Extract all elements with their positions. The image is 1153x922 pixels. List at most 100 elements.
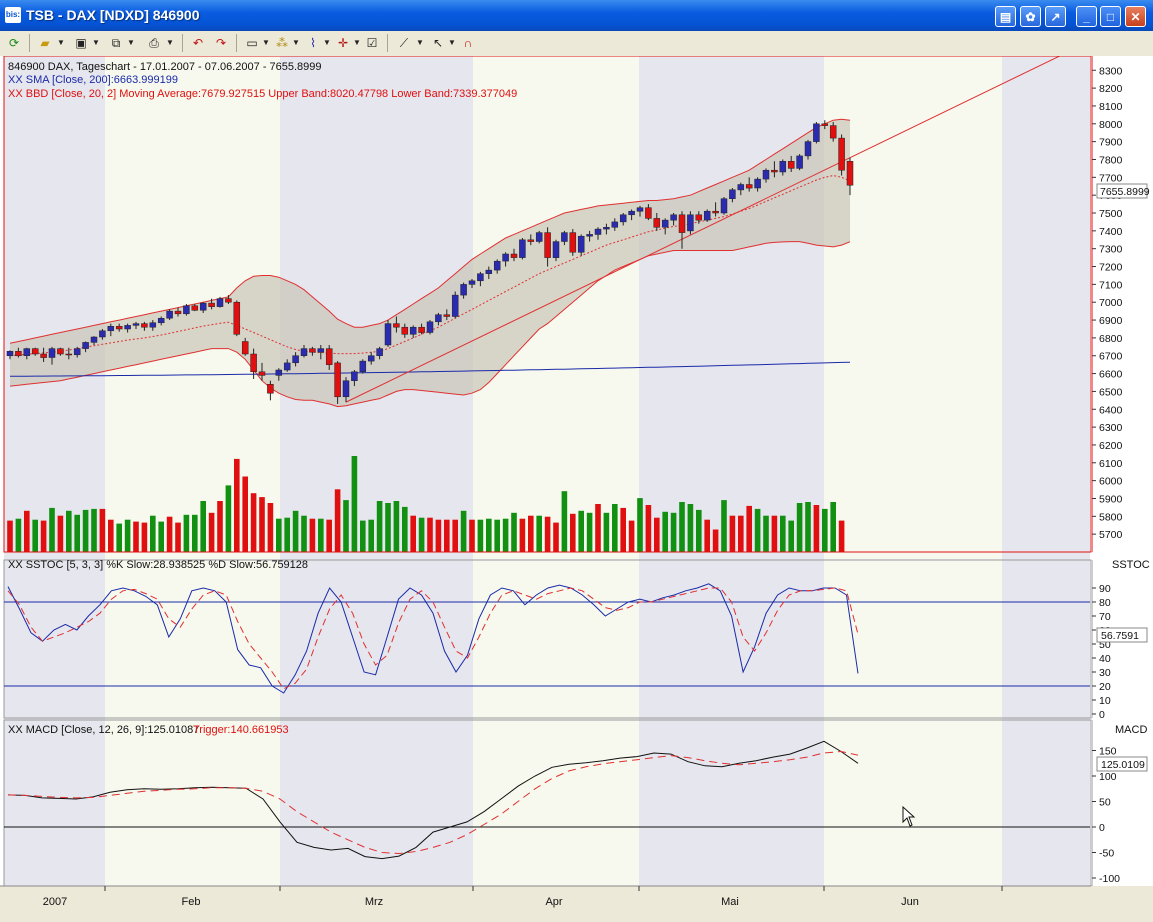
candle-body <box>678 214 686 233</box>
volume-bar <box>444 519 450 552</box>
price-tick-label: 6600 <box>1099 369 1123 381</box>
candle-body <box>174 310 182 315</box>
candle-body <box>779 161 787 173</box>
volume-bar <box>318 518 324 552</box>
price-tick-label: 7300 <box>1099 244 1123 256</box>
candle-body <box>485 269 493 274</box>
candle-body <box>603 227 610 230</box>
candle-body <box>275 369 283 376</box>
volume-bar <box>435 519 442 552</box>
candle-body <box>493 260 501 271</box>
minimize-button[interactable]: _ <box>1076 6 1097 27</box>
candle-body <box>813 123 820 142</box>
price-tick-label: 6800 <box>1099 333 1123 345</box>
volume-bar <box>49 507 55 552</box>
candle-body <box>720 198 728 214</box>
window-icon[interactable]: ▭ <box>246 36 258 50</box>
candle-body <box>628 210 635 216</box>
close-button[interactable]: ✕ <box>1125 6 1146 27</box>
candle-body <box>821 123 829 126</box>
save-icon[interactable]: ▣ <box>75 36 87 50</box>
volume-bar <box>679 502 685 552</box>
maximize-button[interactable]: □ <box>1100 6 1121 27</box>
volume-bar <box>7 520 13 552</box>
volume-bar <box>469 519 475 552</box>
layout-icon[interactable]: ▤ <box>995 6 1016 27</box>
macd-trigger-label: Trigger:140.661953 <box>193 724 289 736</box>
candle-body <box>15 351 22 357</box>
candle-body <box>653 218 661 228</box>
sstoc-tick-label: 30 <box>1099 667 1111 679</box>
open-folder-icon[interactable]: ▰ <box>40 36 50 50</box>
copy-icon[interactable]: ⧉ <box>111 36 121 50</box>
candle-body <box>401 326 409 335</box>
macd-tick-label: 50 <box>1099 797 1111 809</box>
candle-body <box>342 380 350 398</box>
price-tick-label: 7200 <box>1099 262 1123 274</box>
line-tool-icon[interactable]: ⟋ <box>399 36 409 50</box>
sstoc-tick-label: 0 <box>1099 709 1105 721</box>
pointer-icon[interactable]: ↖ <box>432 36 444 50</box>
candle-body <box>762 169 770 180</box>
macd-panel[interactable]: -100 -50 0 50 100 150 <box>3 719 1153 887</box>
volume-bar <box>57 515 64 552</box>
undo-icon[interactable]: ↶ <box>192 36 204 50</box>
candle-body <box>594 228 602 235</box>
indicator-icon[interactable]: ⁂ <box>276 36 288 50</box>
volume-bar <box>66 510 72 552</box>
chart-icon[interactable]: ↗ <box>1045 6 1066 27</box>
candle-body <box>99 330 106 338</box>
volume-bar <box>133 521 139 552</box>
redo-icon[interactable]: ↷ <box>215 36 227 50</box>
volume-bar <box>192 514 198 552</box>
sstoc-tick-label: 70 <box>1099 611 1111 623</box>
sstoc-title: XX SSTOC [5, 3, 3] %K Slow:28.938525 %D … <box>8 559 308 571</box>
volume-bar <box>32 519 38 552</box>
sstoc-tick-label: 50 <box>1099 639 1111 651</box>
volume-bar <box>796 503 803 552</box>
price-tick-label: 6000 <box>1099 476 1123 488</box>
price-last-value: 7655.8999 <box>1100 186 1150 198</box>
month-stripe <box>105 56 280 886</box>
candle-body <box>393 323 400 328</box>
volume-bar <box>813 505 820 552</box>
chart-type-icon[interactable]: ⌇ <box>310 36 316 50</box>
candle-body <box>292 355 299 364</box>
price-tick-label: 5700 <box>1099 529 1123 541</box>
volume-bar <box>536 515 542 552</box>
volume-bar <box>74 514 80 552</box>
volume-bar <box>360 520 366 552</box>
sstoc-last-value: 56.7591 <box>1101 630 1139 642</box>
sstoc-d-line <box>7 587 859 690</box>
month-stripe <box>1002 56 1090 886</box>
price-panel[interactable] <box>3 56 1153 553</box>
volume-bar <box>586 512 593 552</box>
candle-body <box>695 214 703 221</box>
properties-icon[interactable]: ☑ <box>366 36 378 50</box>
refresh-icon[interactable]: ⟳ <box>8 36 20 50</box>
zoom-icon[interactable]: ✛ <box>337 36 349 50</box>
magnet-icon[interactable]: ∩ <box>463 36 473 50</box>
candle-body <box>409 326 417 335</box>
volume-bar <box>158 521 164 552</box>
volume-bar <box>402 506 408 552</box>
volume-bar <box>771 515 778 552</box>
palette-icon[interactable]: ✿ <box>1020 6 1041 27</box>
price-tick-label: 7900 <box>1099 137 1123 149</box>
candle-body <box>435 314 442 323</box>
volume-bar <box>721 500 727 552</box>
volume-bar <box>242 476 248 552</box>
candle-body <box>48 348 56 358</box>
price-tick-label: 6900 <box>1099 315 1123 327</box>
candle-body <box>527 239 535 242</box>
candle-body <box>838 137 845 171</box>
candle-body <box>418 326 425 333</box>
volume-bar <box>645 505 652 552</box>
print-icon[interactable]: ⎙ <box>149 36 159 50</box>
candle-body <box>233 301 241 335</box>
sstoc-tick-label: 80 <box>1099 597 1111 609</box>
volume-bar <box>418 517 425 552</box>
candle-body <box>687 214 694 232</box>
volume-bar <box>662 511 668 552</box>
